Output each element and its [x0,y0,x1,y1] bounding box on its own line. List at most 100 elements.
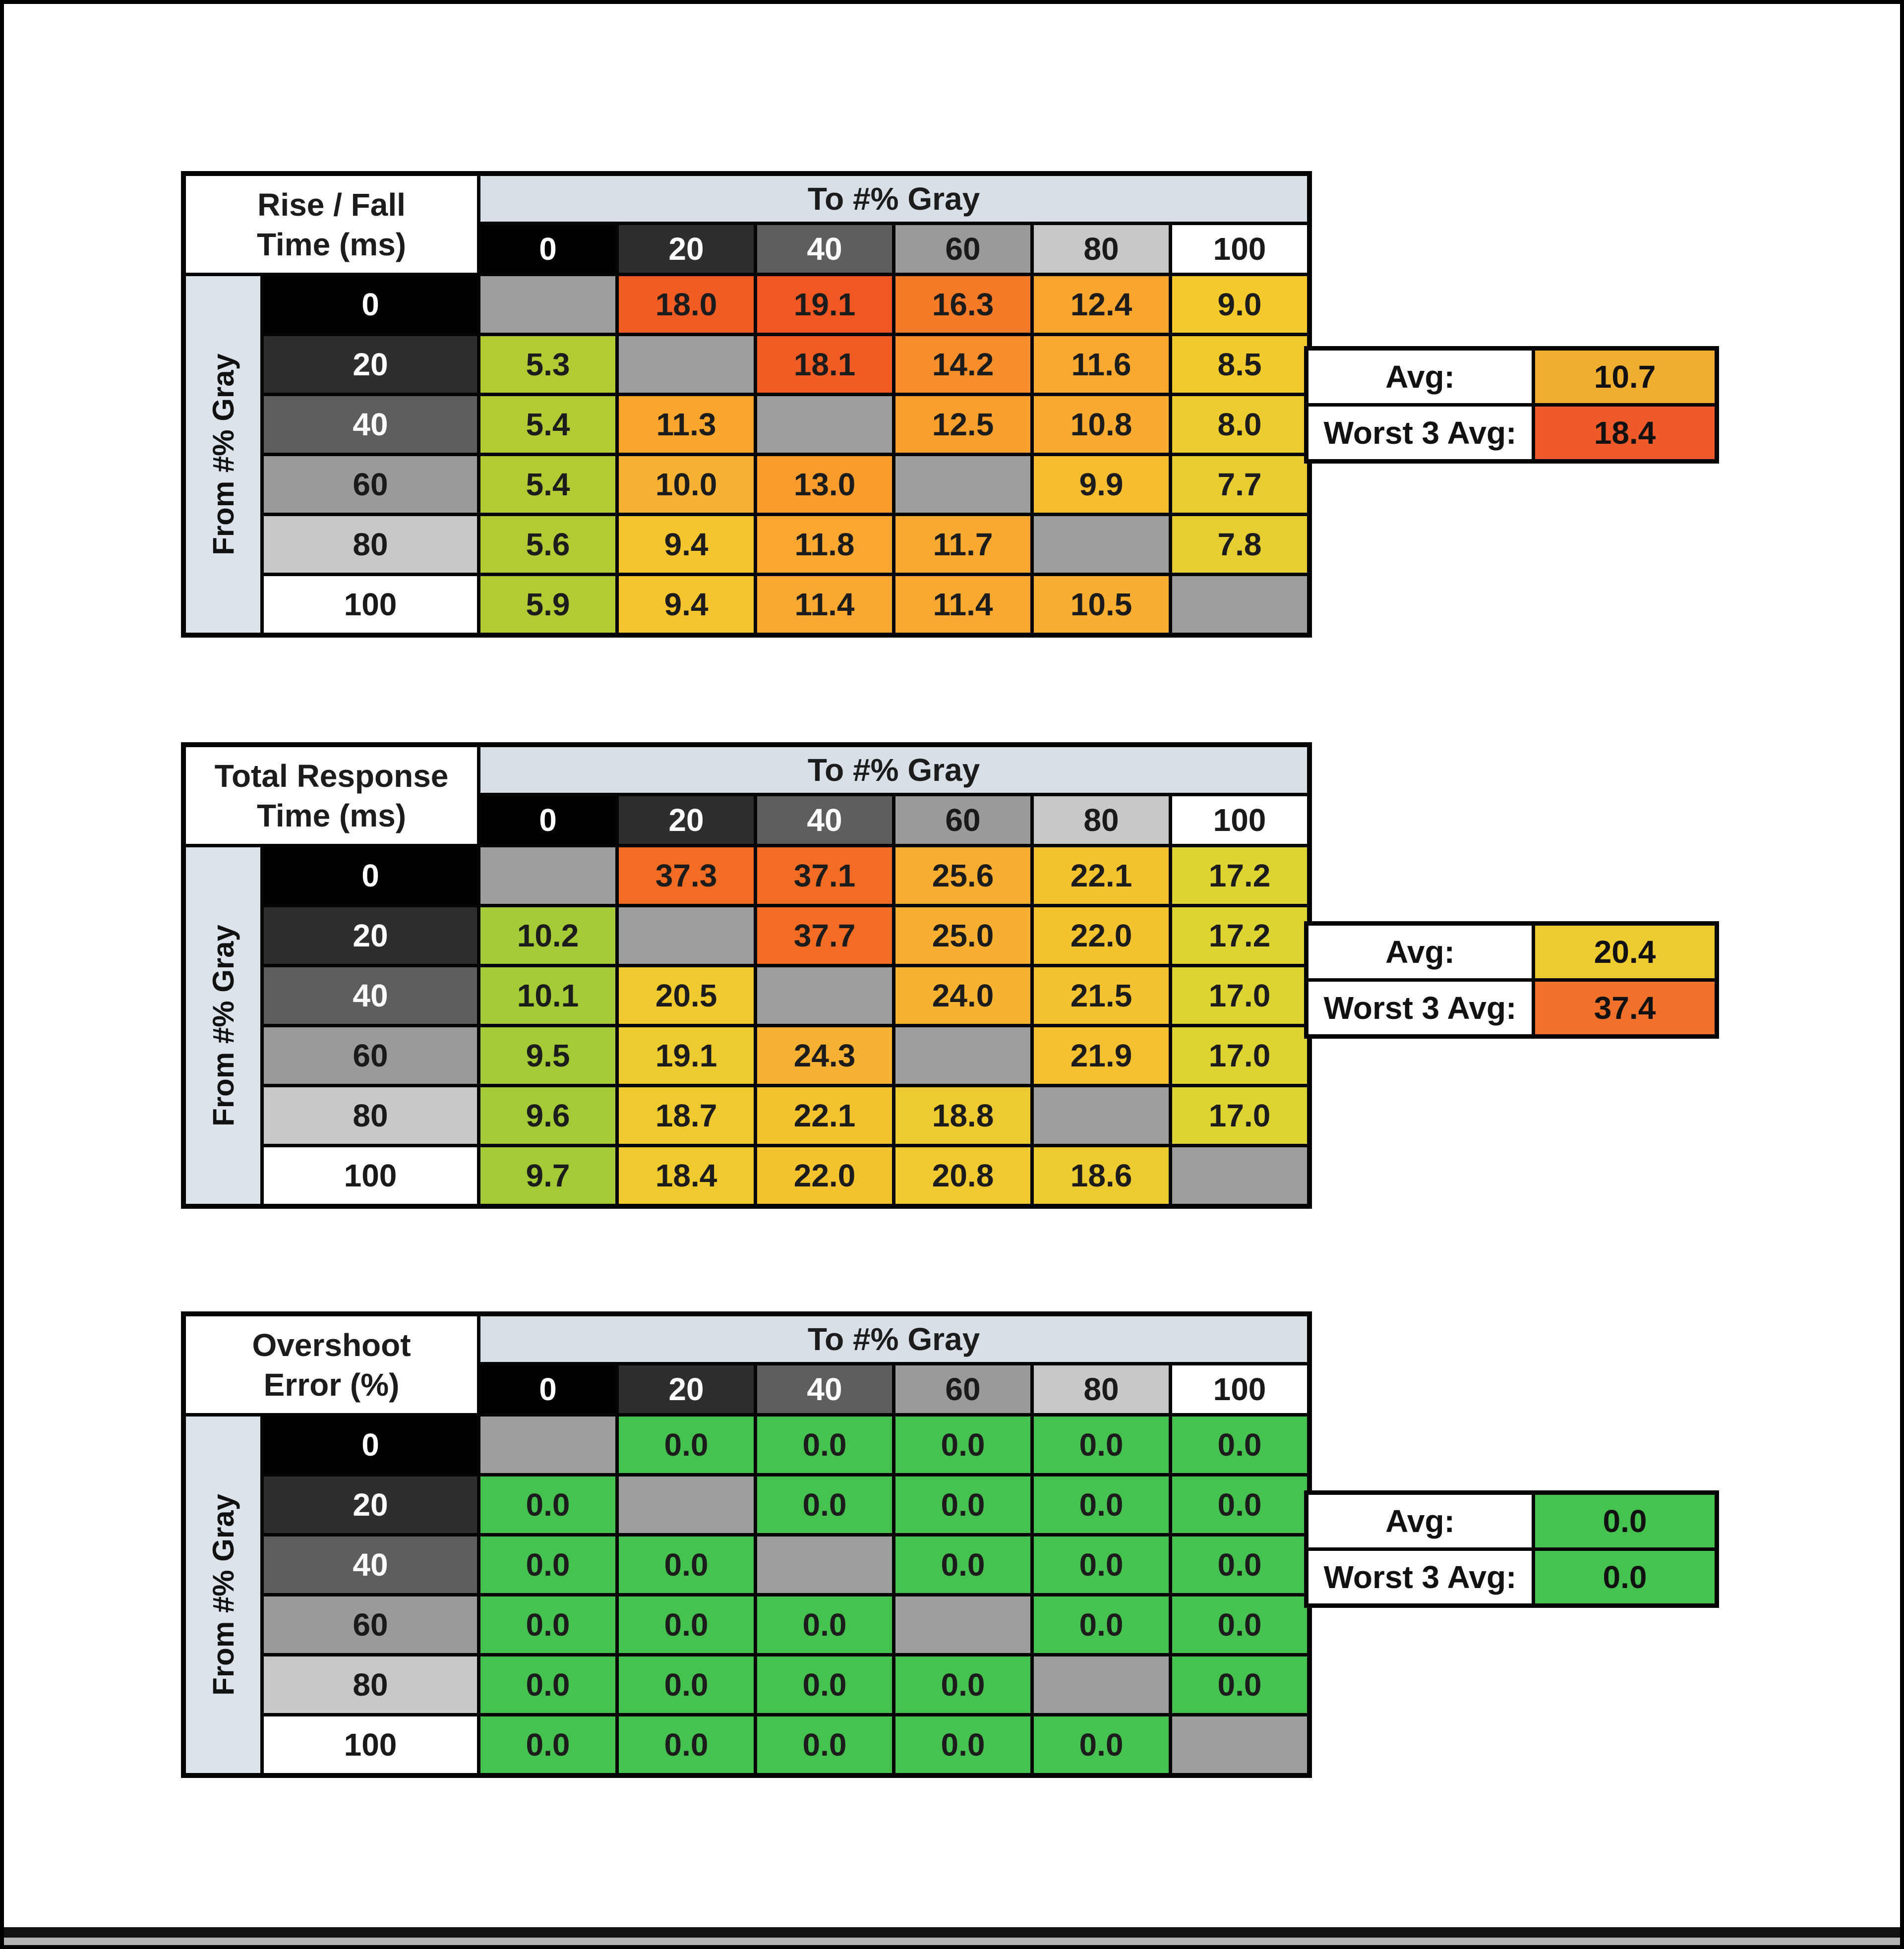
avg-label: Avg: [1309,1495,1532,1547]
worst3avg-value: 0.0 [1535,1551,1715,1603]
avg-label: Avg: [1309,351,1532,403]
col-header-0: 0 [480,225,615,273]
cell-diagonal [757,967,892,1024]
cell-value: 10.8 [1034,396,1169,453]
cell-value: 9.0 [1172,276,1307,333]
col-header-20: 20 [619,796,754,844]
col-header-0: 0 [480,796,615,844]
cell-value: 17.0 [1172,1087,1307,1144]
cell-value: 8.5 [1172,336,1307,393]
col-header-60: 60 [895,225,1030,273]
worst3avg-value: 18.4 [1535,407,1715,459]
cell-diagonal [1034,516,1169,573]
cell-value: 8.0 [1172,396,1307,453]
cell-value: 11.4 [757,576,892,633]
cell-value: 0.0 [895,1477,1030,1533]
measurement-table: Overshoot Error (%) To #% Gray 0 20 40 60 80 100… [181,1311,1312,1778]
row-header-100: 100 [264,1716,477,1773]
avg-value: 20.4 [1535,926,1715,978]
cell-value: 7.7 [1172,456,1307,513]
cell-value: 11.8 [757,516,892,573]
row-header-60: 60 [264,456,477,513]
cell-value: 19.1 [619,1027,754,1084]
row-header-60: 60 [264,1596,477,1653]
cell-value: 21.9 [1034,1027,1169,1084]
cell-value: 0.0 [895,1656,1030,1713]
worst3avg-value: 37.4 [1535,982,1715,1034]
cell-value: 0.0 [619,1656,754,1713]
to-gray-header: To #% Gray [480,747,1307,793]
cell-value: 11.6 [1034,336,1169,393]
cell-diagonal [1172,1147,1307,1204]
col-header-80: 80 [1034,225,1169,273]
row-header-0: 0 [264,1417,477,1473]
cell-value: 22.1 [757,1087,892,1144]
cell-value: 5.6 [480,516,615,573]
cell-value: 14.2 [895,336,1030,393]
cell-value: 0.0 [757,1656,892,1713]
cell-value: 25.6 [895,847,1030,904]
cell-value: 0.0 [895,1417,1030,1473]
table-title: Rise / Fall Time (ms) [186,176,477,273]
cell-value: 20.5 [619,967,754,1024]
col-header-20: 20 [619,1365,754,1413]
from-gray-label: From #% Gray [206,925,240,1126]
cell-value: 10.0 [619,456,754,513]
measurement-table: Total Response Time (ms) To #% Gray 0 20 40 60… [181,742,1312,1209]
cell-value: 7.8 [1172,516,1307,573]
cell-value: 0.0 [1172,1596,1307,1653]
cell-value: 18.8 [895,1087,1030,1144]
row-header-80: 80 [264,516,477,573]
cell-value: 17.2 [1172,847,1307,904]
table-title-line1: Total Response [214,758,449,794]
col-header-40: 40 [757,796,892,844]
to-gray-header: To #% Gray [480,1316,1307,1362]
cell-value: 0.0 [480,1596,615,1653]
cell-value: 0.0 [480,1716,615,1773]
cell-diagonal [895,1596,1030,1653]
cell-value: 18.0 [619,276,754,333]
cell-value: 0.0 [619,1716,754,1773]
cell-value: 0.0 [480,1477,615,1533]
avg-summary-block: Avg: 0.0 Worst 3 Avg: 0.0 [1304,1490,1719,1608]
worst3avg-label: Worst 3 Avg: [1309,407,1532,459]
cell-value: 12.4 [1034,276,1169,333]
cell-value: 9.7 [480,1147,615,1204]
cell-value: 17.2 [1172,907,1307,964]
avg-summary-block: Avg: 10.7 Worst 3 Avg: 18.4 [1304,346,1719,464]
cell-value: 0.0 [1034,1417,1169,1473]
bottom-gray-bar [4,1938,1900,1945]
cell-value: 22.0 [757,1147,892,1204]
cell-diagonal [619,1477,754,1533]
cell-value: 0.0 [1034,1716,1169,1773]
cell-diagonal [1172,576,1307,633]
cell-value: 0.0 [895,1536,1030,1593]
row-header-60: 60 [264,1027,477,1084]
cell-value: 37.3 [619,847,754,904]
col-header-80: 80 [1034,796,1169,844]
table-title: Overshoot Error (%) [186,1316,477,1413]
cell-value: 0.0 [1034,1596,1169,1653]
cell-value: 24.3 [757,1027,892,1084]
cell-value: 11.7 [895,516,1030,573]
table-title-line1: Rise / Fall [257,186,406,223]
table-title-line2: Error (%) [263,1366,400,1403]
cell-diagonal [757,1536,892,1593]
cell-value: 25.0 [895,907,1030,964]
avg-value: 0.0 [1535,1495,1715,1547]
cell-value: 0.0 [1034,1477,1169,1533]
cell-value: 18.4 [619,1147,754,1204]
cell-value: 0.0 [1034,1536,1169,1593]
col-header-100: 100 [1172,1365,1307,1413]
cell-value: 19.1 [757,276,892,333]
cell-value: 9.5 [480,1027,615,1084]
from-gray-sidebar: From #% Gray [186,276,260,633]
cell-value: 20.8 [895,1147,1030,1204]
row-header-20: 20 [264,336,477,393]
from-gray-label: From #% Gray [206,354,240,555]
cell-value: 5.3 [480,336,615,393]
cell-value: 11.4 [895,576,1030,633]
cell-value: 0.0 [619,1596,754,1653]
cell-value: 21.5 [1034,967,1169,1024]
